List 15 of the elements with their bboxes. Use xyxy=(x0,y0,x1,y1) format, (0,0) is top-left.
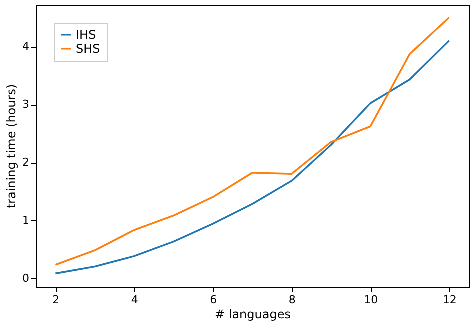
legend-label: IHS xyxy=(76,28,96,42)
legend-label: SHS xyxy=(76,42,100,56)
y-tick-label: 0 xyxy=(22,272,30,285)
y-tick-label: 4 xyxy=(22,40,30,54)
x-tick-label: 6 xyxy=(210,294,218,306)
y-tick-label: 1 xyxy=(22,214,30,227)
x-tick-label: 10 xyxy=(364,294,378,306)
y-tick-label: 2 xyxy=(22,156,30,170)
x-tick-label: 12 xyxy=(442,294,457,306)
x-tick-label: 8 xyxy=(288,294,296,306)
x-tick-label: 4 xyxy=(131,294,138,306)
x-axis-title: # languages xyxy=(215,308,291,322)
x-tick-label: 2 xyxy=(52,294,60,306)
y-tick-label: 3 xyxy=(22,98,30,112)
y-axis-title: training time (hours) xyxy=(4,84,18,209)
